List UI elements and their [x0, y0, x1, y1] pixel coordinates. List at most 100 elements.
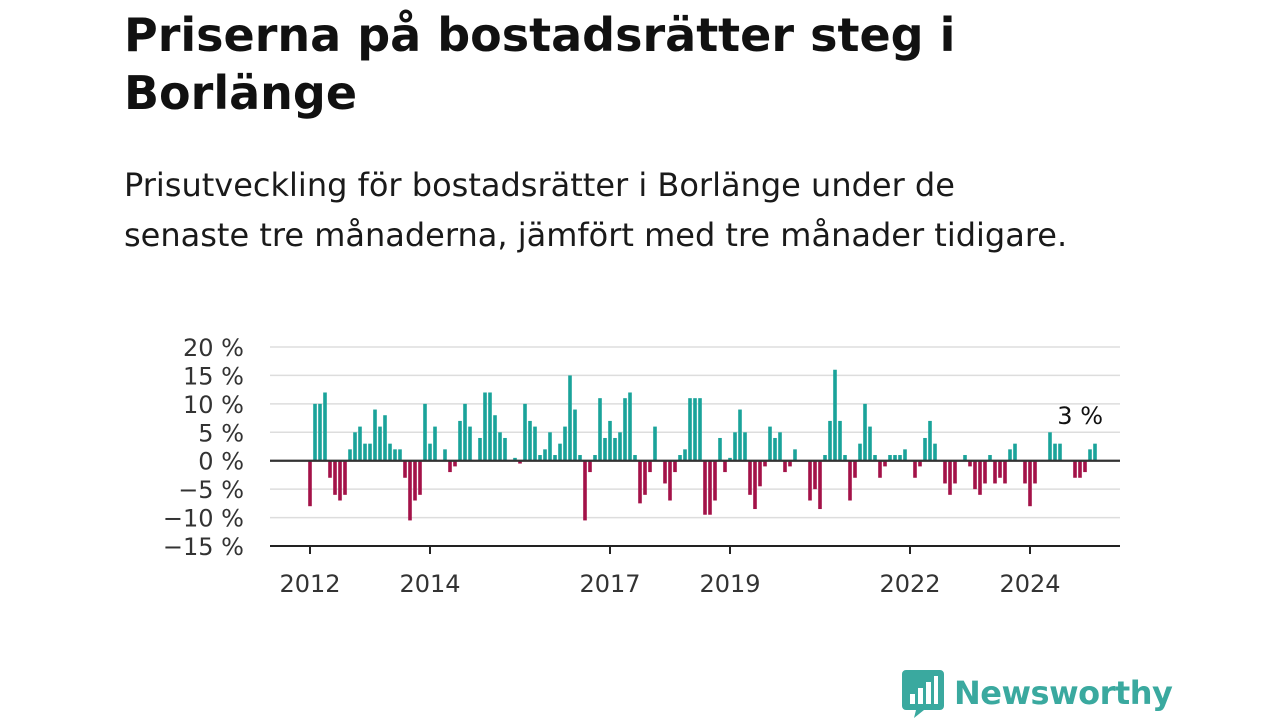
bar — [453, 460, 457, 467]
bar — [583, 460, 587, 521]
bar — [628, 392, 632, 461]
bar — [423, 403, 427, 461]
bar — [468, 426, 472, 461]
bar — [863, 403, 867, 461]
bar — [463, 403, 467, 461]
chart-title: Priserna på bostadsrätter steg i Borläng… — [124, 8, 956, 120]
bar — [343, 460, 347, 495]
bar — [363, 443, 367, 461]
bar — [1003, 460, 1007, 484]
bar — [353, 432, 357, 461]
bar — [598, 398, 602, 461]
y-axis-labels: 20 %15 %10 %5 %0 %−5 %−10 %−15 % — [163, 334, 244, 561]
bar — [978, 460, 982, 495]
bar — [998, 460, 1002, 478]
bar — [553, 455, 557, 461]
bar — [503, 437, 507, 461]
bar — [843, 455, 847, 461]
bar — [483, 392, 487, 461]
bar — [853, 460, 857, 478]
bar — [693, 398, 697, 461]
bar — [838, 420, 842, 461]
bar — [528, 420, 532, 461]
chart-subtitle: Prisutveckling för bostadsrätter i Borlä… — [124, 166, 1068, 254]
bar — [663, 460, 667, 484]
bar — [718, 437, 722, 461]
bar — [708, 460, 712, 515]
bar — [923, 437, 927, 461]
bar — [593, 455, 597, 461]
bar — [983, 460, 987, 484]
bar — [973, 460, 977, 490]
brand-logo: Newsworthy — [902, 668, 1173, 718]
bar — [318, 403, 322, 461]
bar — [1083, 460, 1087, 473]
bar — [618, 432, 622, 461]
bar — [988, 455, 992, 461]
bar — [833, 369, 837, 461]
bar — [948, 460, 952, 495]
bar — [788, 460, 792, 467]
bar — [903, 449, 907, 461]
bar — [728, 457, 732, 461]
bar — [333, 460, 337, 495]
bar — [603, 437, 607, 461]
bar — [678, 455, 682, 461]
bar — [1078, 460, 1082, 478]
axes — [270, 459, 1120, 554]
bar — [308, 460, 312, 507]
bar — [1013, 443, 1017, 461]
x-tick-label: 2024 — [999, 570, 1060, 598]
bar — [328, 460, 332, 478]
bar — [493, 415, 497, 461]
bar — [538, 455, 542, 461]
bar — [1008, 449, 1012, 461]
bar — [673, 460, 677, 473]
bar — [753, 460, 757, 510]
bar — [823, 455, 827, 461]
bar — [758, 460, 762, 487]
bar — [478, 437, 482, 461]
bar — [773, 437, 777, 461]
bar-chart: 20 %15 %10 %5 %0 %−5 %−10 %−15 % 2012 201… — [163, 334, 1120, 598]
bar — [943, 460, 947, 484]
bar — [778, 432, 782, 461]
bar — [588, 460, 592, 473]
bar — [1093, 443, 1097, 461]
bar — [563, 426, 567, 461]
bar — [558, 443, 562, 461]
bar — [398, 449, 402, 461]
bar — [993, 460, 997, 484]
bar — [393, 449, 397, 461]
bar — [498, 432, 502, 461]
bar — [388, 443, 392, 461]
bar — [313, 403, 317, 461]
bar — [668, 460, 672, 501]
y-tick-label: −10 % — [163, 505, 244, 533]
x-tick-label: 2014 — [399, 570, 460, 598]
bar — [953, 460, 957, 484]
bar — [578, 455, 582, 461]
bar — [358, 426, 362, 461]
bar — [828, 420, 832, 461]
bar — [643, 460, 647, 495]
bar — [368, 443, 372, 461]
bar — [783, 460, 787, 473]
bar — [858, 443, 862, 461]
bar — [613, 437, 617, 461]
y-tick-label: −15 % — [163, 533, 244, 561]
bar — [608, 420, 612, 461]
bar — [448, 460, 452, 473]
bar — [488, 392, 492, 461]
bar — [408, 460, 412, 521]
bar — [383, 415, 387, 461]
bar — [433, 426, 437, 461]
bar — [713, 460, 717, 501]
bar — [968, 460, 972, 467]
y-tick-label: 10 % — [183, 391, 244, 419]
bar — [723, 460, 727, 473]
bar — [738, 409, 742, 461]
bar — [338, 460, 342, 501]
bar — [873, 455, 877, 461]
bar — [568, 375, 572, 461]
